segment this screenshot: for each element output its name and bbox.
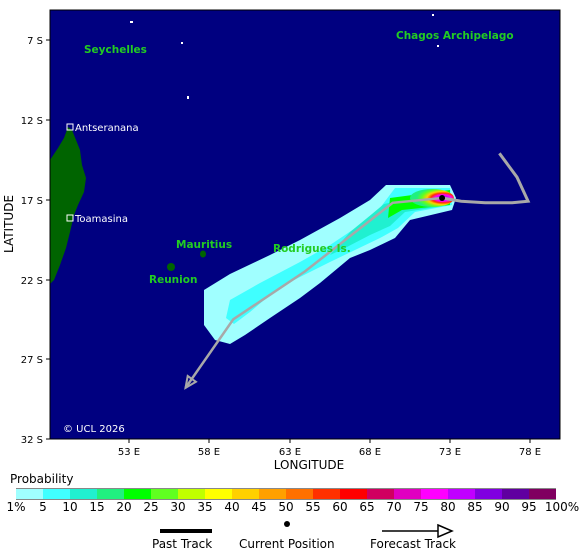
legend-title: Probability <box>10 472 74 486</box>
place-label-rodrigues: Rodrigues Is. <box>273 243 351 255</box>
probability-color-segment <box>313 489 340 499</box>
place-label-seychelles: Seychelles <box>84 44 147 56</box>
x-axis-title: LONGITUDE <box>274 458 344 470</box>
past-track-label: Past Track <box>152 537 213 551</box>
chagos-islet <box>432 14 434 16</box>
forecast-track <box>184 196 443 389</box>
probability-scale-label: 95 <box>521 500 537 514</box>
lat-tick-label: 27 S <box>21 355 43 366</box>
probability-scale-label: 35 <box>197 500 213 514</box>
probability-color-segment <box>286 489 313 499</box>
madagascar-land <box>50 127 86 284</box>
lon-tick-label: 58 E <box>198 447 220 458</box>
city-marker-antseranana <box>66 123 74 131</box>
reunion-island <box>167 263 175 271</box>
city-marker-toamasina <box>66 214 74 222</box>
ocean-background <box>50 10 560 439</box>
probability-color-segment <box>43 489 70 499</box>
probability-color-segment <box>394 489 421 499</box>
probability-scale-label: 85 <box>467 500 483 514</box>
probability-scale-label: 30 <box>170 500 186 514</box>
probability-scale-label: 70 <box>386 500 402 514</box>
mauritius-island <box>200 250 206 258</box>
probability-color-segment <box>232 489 259 499</box>
lat-tick-label: 22 S <box>21 276 43 287</box>
lon-tick-label: 78 E <box>519 447 541 458</box>
probability-scale-label: 75 <box>413 500 429 514</box>
probability-color-segment <box>97 489 124 499</box>
current-position-marker <box>439 194 446 201</box>
seychelles-islet <box>130 21 133 23</box>
place-label-chagos: Chagos Archipelago <box>396 30 514 42</box>
probability-color-segment <box>259 489 286 499</box>
probability-color-segment <box>529 489 556 499</box>
probability-scale-label: 80 <box>440 500 456 514</box>
probability-color-segment <box>340 489 367 499</box>
chagos-islet <box>437 45 439 47</box>
probability-scale-label: 55 <box>305 500 321 514</box>
forecast-track-label: Forecast Track <box>370 537 456 551</box>
copyright-label: © UCL 2026 <box>63 424 125 435</box>
probability-scale-label: 20 <box>116 500 132 514</box>
track-key <box>160 521 454 539</box>
probability-scale-label: 45 <box>251 500 267 514</box>
lat-tick-label: 7 S <box>27 36 43 47</box>
probability-scale-label: 15 <box>89 500 105 514</box>
probability-color-segment <box>502 489 529 499</box>
probability-scale-label: 60 <box>332 500 348 514</box>
longitude-axis <box>128 439 531 443</box>
place-label-antseranana: Antseranana <box>75 123 139 134</box>
probability-color-segment <box>475 489 502 499</box>
probability-color-bar <box>16 488 556 500</box>
place-label-reunion: Reunion <box>149 274 197 286</box>
probability-scale-label: 40 <box>224 500 240 514</box>
probability-color-segment <box>151 489 178 499</box>
latitude-axis <box>46 39 50 440</box>
probability-scale-label: 65 <box>359 500 375 514</box>
past-track <box>441 152 531 205</box>
place-label-mauritius: Mauritius <box>176 239 232 251</box>
current-position-swatch <box>284 521 290 527</box>
probability-scale-labels: 1% 5 10 15 20 25 30 35 40 45 50 55 60 65 70 75 80 85 90 95 1… <box>0 500 580 514</box>
forecast-track-swatch-arrowhead <box>437 523 454 539</box>
y-axis-title: LATITUDE <box>2 195 16 253</box>
lon-tick-label: 63 E <box>279 447 301 458</box>
probability-scale-label: 25 <box>143 500 159 514</box>
probability-color-segment <box>16 489 43 499</box>
place-label-toamasina: Toamasina <box>74 214 128 225</box>
map-frame <box>49 9 561 440</box>
probability-color-segment <box>367 489 394 499</box>
seychelles-islet <box>181 42 183 44</box>
seychelles-islet <box>187 96 189 99</box>
lat-tick-label: 12 S <box>21 116 43 127</box>
current-position-label: Current Position <box>239 537 335 551</box>
probability-color-segment <box>70 489 97 499</box>
probability-color-segment <box>205 489 232 499</box>
storm-probability-map: 7 S 12 S 17 S 22 S 27 S 32 S 53 E 58 E 6… <box>2 9 561 470</box>
forecast-track-arrowhead <box>184 374 198 390</box>
probability-scale-label: 5 <box>39 500 47 514</box>
probability-color-segment <box>448 489 475 499</box>
probability-scale-label: 90 <box>494 500 510 514</box>
probability-scale-label: 10 <box>62 500 78 514</box>
probability-scale-label: 1% <box>6 500 26 514</box>
lat-tick-label: 32 S <box>21 435 43 446</box>
lon-tick-label: 73 E <box>439 447 461 458</box>
lon-tick-label: 53 E <box>118 447 140 458</box>
probability-color-segment <box>124 489 151 499</box>
probability-swath-5 <box>226 188 452 324</box>
probability-scale-label: 50 <box>278 500 294 514</box>
probability-color-segment <box>178 489 205 499</box>
lat-tick-label: 17 S <box>21 196 43 207</box>
probability-color-segment <box>421 489 448 499</box>
probability-scale-label: 100% <box>544 500 580 514</box>
lon-tick-label: 68 E <box>359 447 381 458</box>
